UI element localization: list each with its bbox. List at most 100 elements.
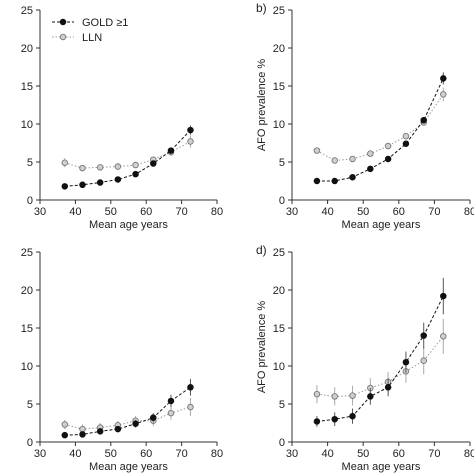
lln-point <box>367 150 374 157</box>
x-tick-label: 50 <box>105 206 117 218</box>
lln-point <box>349 155 356 163</box>
x-axis-label: Mean age years <box>342 461 421 473</box>
x-tick-label: 80 <box>211 448 223 460</box>
x-tick-label: 70 <box>175 206 187 218</box>
gold-point <box>187 384 194 391</box>
gold-point <box>402 358 410 366</box>
x-tick-label: 80 <box>464 448 474 460</box>
legend-marker <box>59 33 67 41</box>
y-tick-label: 5 <box>27 157 33 169</box>
y-tick-label: 0 <box>27 437 33 449</box>
y-tick-label: 10 <box>21 119 33 131</box>
gold-point <box>61 431 69 439</box>
series-line-gold <box>316 78 444 182</box>
gold-point <box>331 177 338 185</box>
gold-point <box>440 75 447 82</box>
gold-point <box>132 170 139 178</box>
gold-point <box>440 292 447 300</box>
lln-point <box>384 142 392 150</box>
lln-point <box>187 403 194 411</box>
lln-point <box>79 425 86 433</box>
x-tick-label: 60 <box>140 448 152 460</box>
x-tick-label: 50 <box>105 448 117 460</box>
x-tick-label: 30 <box>286 206 298 218</box>
gold-point <box>96 428 104 435</box>
x-tick-label: 50 <box>357 448 369 460</box>
gold-point <box>313 418 321 425</box>
legend-label: LLN <box>82 32 102 44</box>
x-tick-label: 50 <box>357 206 369 218</box>
gold-point <box>420 116 427 124</box>
y-tick-label: 20 <box>21 285 33 297</box>
gold-point <box>384 384 392 391</box>
y-tick-label: 25 <box>21 5 33 17</box>
lln-point <box>187 138 194 145</box>
gold-point <box>79 181 86 189</box>
chart-panel-1: 30 40 50 60 70 80 0 5 10 15 20 25 Mean age years GOLD… <box>21 5 223 231</box>
chart-panel-3: 30 40 50 60 70 80 0 5 10 15 20 25 Mean age years <box>21 247 223 473</box>
y-axis-label: AFO prevalence % <box>256 301 268 394</box>
legend: GOLD ≥1 LLN <box>52 17 128 44</box>
y-tick-label: 10 <box>273 119 285 131</box>
y-tick-label: 25 <box>273 247 285 259</box>
y-tick-label: 0 <box>27 195 33 207</box>
gold-point <box>114 176 122 183</box>
lln-point <box>420 357 427 364</box>
x-tick-label: 80 <box>464 206 474 218</box>
y-tick-label: 25 <box>21 247 33 259</box>
lln-point <box>96 164 104 171</box>
x-tick-label: 40 <box>321 448 333 460</box>
x-tick-label: 40 <box>69 206 81 218</box>
x-tick-label: 70 <box>175 448 187 460</box>
gold-point <box>96 179 104 186</box>
lln-point <box>440 91 447 98</box>
y-tick-label: 20 <box>21 43 33 55</box>
gold-point <box>150 414 157 421</box>
x-tick-label: 70 <box>428 206 440 218</box>
lln-point <box>313 390 321 398</box>
gold-point <box>367 393 374 400</box>
lln-point <box>402 132 410 140</box>
gold-point <box>331 415 338 423</box>
y-tick-label: 15 <box>21 323 33 335</box>
x-tick-label: 40 <box>69 448 81 460</box>
lln-point <box>114 163 122 170</box>
y-tick-label: 25 <box>273 5 285 17</box>
y-axis-label: AFO prevalence % <box>256 59 268 152</box>
lln-point <box>61 159 69 167</box>
gold-point <box>420 332 427 339</box>
gold-point <box>114 425 122 433</box>
lln-point <box>331 393 338 400</box>
x-tick-label: 30 <box>286 448 298 460</box>
x-tick-label: 40 <box>321 206 333 218</box>
series-line-gold <box>64 129 191 187</box>
y-tick-label: 0 <box>279 437 285 449</box>
x-tick-label: 70 <box>428 448 440 460</box>
gold-point <box>167 147 175 154</box>
gold-point <box>61 183 69 190</box>
lln-point <box>349 392 356 399</box>
y-tick-label: 20 <box>273 285 285 297</box>
gold-point <box>384 155 392 163</box>
y-tick-label: 15 <box>273 81 285 93</box>
x-tick-label: 30 <box>34 448 46 460</box>
legend-label: GOLD ≥1 <box>82 17 128 29</box>
x-axis-label: Mean age years <box>89 219 168 231</box>
lln-point <box>331 157 338 164</box>
y-tick-label: 5 <box>279 399 285 411</box>
x-axis-label: Mean age years <box>342 219 421 231</box>
lln-point <box>61 421 69 428</box>
x-tick-label: 60 <box>140 206 152 218</box>
gold-point <box>367 165 374 173</box>
panel-label: b) <box>256 1 267 15</box>
gold-point <box>79 431 86 438</box>
x-tick-label: 30 <box>34 206 46 218</box>
x-tick-label: 80 <box>211 206 223 218</box>
gold-point <box>313 177 321 185</box>
gold-point <box>132 420 139 428</box>
y-tick-label: 15 <box>273 323 285 335</box>
series-line-lln <box>316 336 444 397</box>
y-tick-label: 20 <box>273 43 285 55</box>
gold-point <box>167 397 175 405</box>
